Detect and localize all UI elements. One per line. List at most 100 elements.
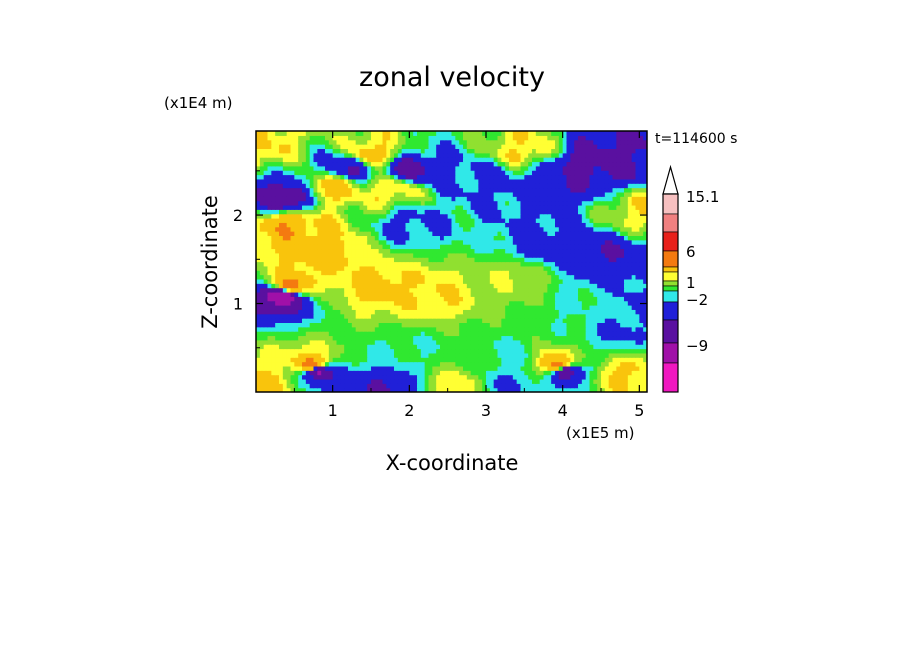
field-cell bbox=[486, 187, 491, 193]
field-cell bbox=[378, 365, 384, 371]
field-cell bbox=[275, 378, 280, 384]
field-cell bbox=[390, 283, 395, 289]
field-cell bbox=[589, 296, 594, 302]
field-cell bbox=[570, 265, 575, 271]
field-cell bbox=[424, 204, 430, 210]
field-cell bbox=[624, 183, 629, 189]
field-cell bbox=[639, 252, 644, 258]
field-cell bbox=[348, 309, 353, 315]
field-cell bbox=[259, 252, 265, 258]
field-cell bbox=[516, 318, 522, 323]
field-cell bbox=[547, 231, 552, 236]
field-cell bbox=[463, 357, 468, 363]
field-cell bbox=[424, 326, 430, 332]
field-cell bbox=[509, 339, 514, 345]
field-cell bbox=[474, 213, 479, 219]
field-cell bbox=[466, 383, 472, 389]
field-cell bbox=[256, 378, 261, 384]
field-cell bbox=[394, 326, 399, 332]
field-cell bbox=[601, 248, 606, 254]
field-cell bbox=[317, 378, 322, 384]
field-cell bbox=[562, 261, 568, 267]
field-cell bbox=[604, 183, 610, 189]
field-cell bbox=[570, 183, 575, 189]
field-cell bbox=[363, 305, 368, 310]
field-cell bbox=[298, 187, 303, 193]
field-cell bbox=[574, 244, 579, 250]
field-cell bbox=[589, 196, 594, 202]
field-cell bbox=[501, 257, 506, 263]
field-cell bbox=[597, 244, 602, 250]
field-cell bbox=[505, 305, 510, 310]
field-cell bbox=[340, 222, 345, 228]
field-cell bbox=[440, 352, 445, 358]
field-cell bbox=[547, 187, 552, 193]
field-cell bbox=[608, 313, 614, 319]
field-cell bbox=[409, 344, 414, 350]
field-cell bbox=[325, 283, 330, 289]
field-cell bbox=[616, 278, 621, 284]
field-cell bbox=[459, 331, 464, 337]
field-cell bbox=[539, 226, 545, 232]
field-cell bbox=[401, 361, 407, 367]
field-cell bbox=[420, 265, 426, 271]
field-cell bbox=[474, 313, 479, 319]
field-cell bbox=[275, 326, 280, 332]
field-cell bbox=[336, 352, 341, 358]
field-cell bbox=[344, 322, 349, 328]
field-cell bbox=[359, 291, 364, 297]
field-cell bbox=[332, 261, 338, 267]
field-cell bbox=[259, 387, 265, 392]
field-cell bbox=[413, 318, 418, 323]
field-cell bbox=[578, 213, 583, 219]
field-cell bbox=[512, 291, 518, 297]
field-cell bbox=[332, 239, 338, 245]
field-cell bbox=[355, 361, 361, 367]
field-cell bbox=[336, 335, 341, 341]
field-cell bbox=[509, 361, 514, 367]
field-cell bbox=[374, 291, 380, 297]
field-cell bbox=[620, 278, 625, 284]
field-cell bbox=[489, 178, 495, 184]
field-cell bbox=[298, 383, 303, 389]
field-cell bbox=[351, 261, 357, 267]
field-cell bbox=[555, 265, 560, 271]
field-cell bbox=[589, 218, 594, 223]
field-cell bbox=[432, 265, 437, 271]
field-cell bbox=[589, 248, 594, 254]
field-cell bbox=[643, 244, 647, 250]
field-cell bbox=[355, 287, 361, 293]
field-cell bbox=[512, 218, 518, 223]
field-cell bbox=[578, 374, 583, 380]
field-cell bbox=[627, 361, 633, 367]
field-cell bbox=[378, 239, 384, 245]
field-cell bbox=[332, 344, 338, 350]
field-cell bbox=[512, 270, 518, 276]
field-cell bbox=[256, 322, 261, 328]
field-cell bbox=[378, 226, 384, 232]
field-cell bbox=[263, 200, 269, 206]
field-cell bbox=[443, 352, 449, 358]
field-cell bbox=[447, 344, 453, 350]
field-cell bbox=[263, 222, 269, 228]
field-cell bbox=[409, 383, 414, 389]
field-cell bbox=[424, 261, 430, 267]
field-cell bbox=[305, 200, 311, 206]
field-cell bbox=[574, 252, 579, 258]
field-cell bbox=[601, 222, 606, 228]
field-cell bbox=[344, 318, 349, 323]
field-cell bbox=[298, 213, 303, 219]
field-cell bbox=[604, 187, 610, 193]
field-cell bbox=[459, 287, 464, 293]
field-cell bbox=[371, 231, 376, 236]
field-cell bbox=[643, 213, 647, 219]
field-cell bbox=[451, 318, 456, 323]
field-cell bbox=[631, 291, 637, 297]
field-cell bbox=[585, 326, 591, 332]
field-cell bbox=[302, 374, 307, 380]
field-cell bbox=[409, 183, 414, 189]
field-cell bbox=[547, 383, 552, 389]
field-cell bbox=[355, 257, 361, 263]
field-cell bbox=[397, 309, 403, 315]
field-cell bbox=[509, 178, 514, 184]
